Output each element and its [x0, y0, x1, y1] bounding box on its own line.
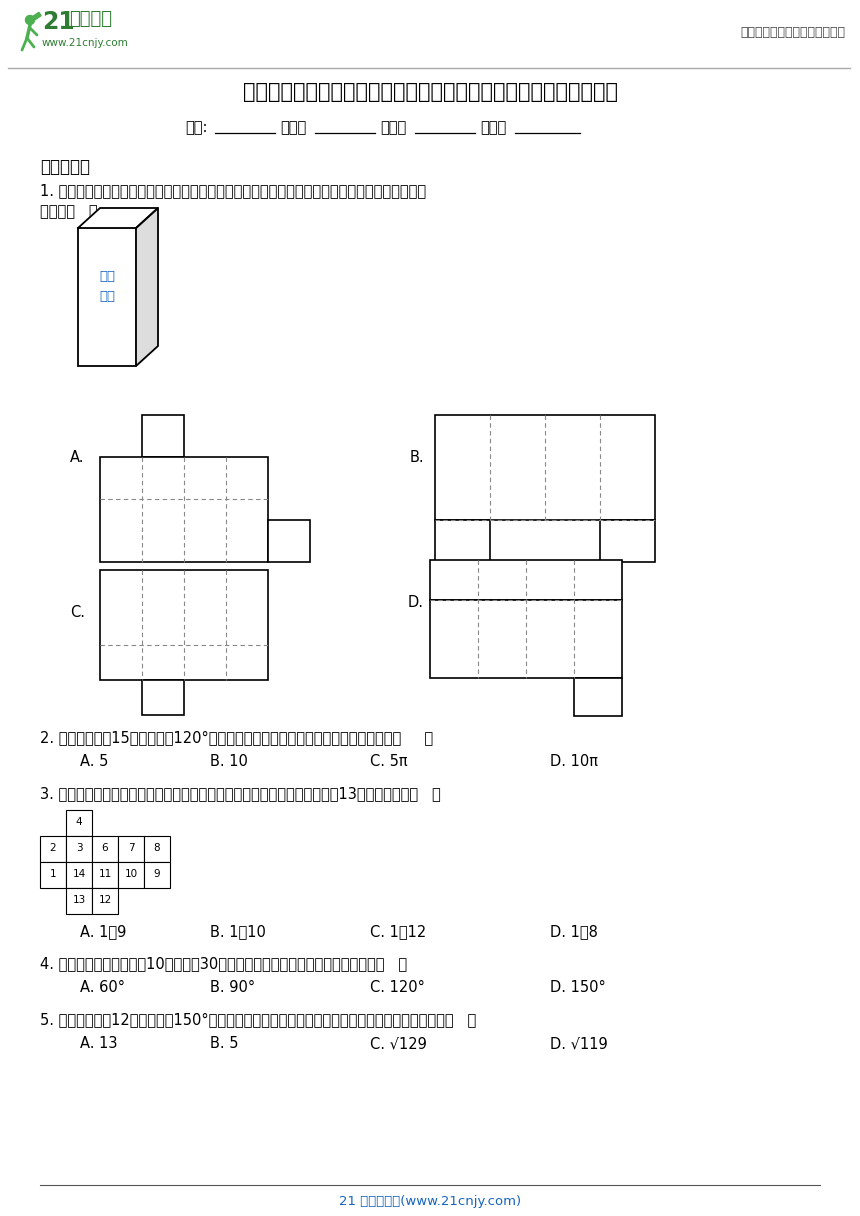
Text: 21: 21 — [42, 10, 75, 34]
Text: D. 1和8: D. 1和8 — [550, 924, 598, 939]
Text: 13: 13 — [72, 895, 86, 905]
Text: 7: 7 — [127, 843, 134, 852]
Text: 12: 12 — [98, 895, 112, 905]
Text: 一、单选题: 一、单选题 — [40, 158, 90, 176]
Bar — [144, 862, 170, 888]
Text: 4: 4 — [76, 817, 83, 827]
Bar — [40, 862, 66, 888]
Text: A. 60°: A. 60° — [80, 980, 125, 995]
Bar — [430, 599, 622, 679]
Text: 1: 1 — [50, 869, 56, 879]
Bar — [8, 5, 183, 63]
Text: 4. 一个圆锥的底面半径为10，母线长30，则它的侧面展开图（扇形）的圆心角是（   ）: 4. 一个圆锥的底面半径为10，母线长30，则它的侧面展开图（扇形）的圆心角是（… — [40, 956, 407, 972]
Text: B. 10: B. 10 — [210, 754, 248, 769]
Text: A.: A. — [70, 450, 84, 465]
Text: 世纪教育: 世纪教育 — [69, 10, 112, 28]
Text: 牛奶: 牛奶 — [99, 289, 115, 303]
Bar — [435, 520, 490, 562]
Bar — [66, 862, 92, 888]
Bar — [100, 457, 268, 562]
Text: A. 1和9: A. 1和9 — [80, 924, 126, 939]
Text: C. 1和12: C. 1和12 — [370, 924, 427, 939]
Bar — [66, 888, 92, 914]
Text: D. √119: D. √119 — [550, 1036, 608, 1051]
Bar — [92, 888, 118, 914]
Text: C. √129: C. √129 — [370, 1036, 427, 1051]
Text: B. 5: B. 5 — [210, 1036, 238, 1051]
Bar — [142, 680, 184, 715]
Text: 9: 9 — [154, 869, 160, 879]
Text: 8: 8 — [154, 843, 160, 852]
Bar — [144, 837, 170, 862]
Text: 可能是（   ）: 可能是（ ） — [40, 204, 98, 219]
Text: B.: B. — [410, 450, 425, 465]
Ellipse shape — [26, 16, 34, 24]
Text: 考号：: 考号： — [480, 120, 507, 135]
Bar — [574, 679, 622, 716]
Text: A. 5: A. 5 — [80, 754, 108, 769]
Bar — [78, 229, 136, 366]
Bar — [268, 520, 310, 562]
Bar — [435, 415, 655, 520]
Text: 3. 如图是某正方体的展开图，在顶点处标有数字，当把它折成正方体时，与13重合的数字是（   ）: 3. 如图是某正方体的展开图，在顶点处标有数字，当把它折成正方体时，与13重合的… — [40, 786, 440, 801]
Bar — [430, 561, 622, 599]
Bar — [100, 570, 268, 680]
Text: 11: 11 — [98, 869, 112, 879]
Text: 1. 将如图所示的长方体牛奶包装盒沿某些棱剪开，且使六个面连在一起，然后铺平，则得到的图形: 1. 将如图所示的长方体牛奶包装盒沿某些棱剪开，且使六个面连在一起，然后铺平，则… — [40, 182, 426, 198]
Text: B. 90°: B. 90° — [210, 980, 255, 995]
Polygon shape — [136, 208, 158, 366]
Bar — [600, 520, 655, 562]
Text: www.21cnjy.com: www.21cnjy.com — [42, 38, 129, 47]
Bar — [66, 810, 92, 837]
Polygon shape — [78, 208, 158, 229]
Text: 21 世纪教育网(www.21cnjy.com): 21 世纪教育网(www.21cnjy.com) — [339, 1195, 521, 1207]
Text: B. 1和10: B. 1和10 — [210, 924, 266, 939]
Text: C. 5π: C. 5π — [370, 754, 408, 769]
Bar — [142, 415, 184, 457]
Text: 中小学教育资源及组卷应用平台: 中小学教育资源及组卷应用平台 — [740, 26, 845, 39]
FancyArrow shape — [33, 12, 41, 19]
Bar — [92, 862, 118, 888]
Text: 学校:: 学校: — [185, 120, 207, 135]
Text: D. 10π: D. 10π — [550, 754, 598, 769]
Bar — [118, 837, 144, 862]
Text: 5. 把一个半径为12，圆心角为150°的扇形围成一个圆锥（接缝处不重叠），那么这个圆锥的高是（   ）: 5. 把一个半径为12，圆心角为150°的扇形围成一个圆锥（接缝处不重叠），那么… — [40, 1012, 476, 1028]
Bar — [92, 837, 118, 862]
Text: 2: 2 — [50, 843, 56, 852]
Text: 高钙: 高钙 — [99, 270, 115, 283]
Text: 10: 10 — [125, 869, 138, 879]
Text: 14: 14 — [72, 869, 86, 879]
Text: 姓名：: 姓名： — [280, 120, 306, 135]
Text: 青岛版数学九年级下册第七章空间图形的初步认识期末章节基础练习: 青岛版数学九年级下册第七章空间图形的初步认识期末章节基础练习 — [243, 81, 617, 102]
Text: 2. 用一个半径为15、圆心角为120°的扇形围成一个圆锥，则这个圆锥的底面半径是（     ）: 2. 用一个半径为15、圆心角为120°的扇形围成一个圆锥，则这个圆锥的底面半径… — [40, 730, 433, 745]
Text: 6: 6 — [101, 843, 108, 852]
Bar — [66, 837, 92, 862]
Text: D.: D. — [408, 595, 424, 610]
Text: 3: 3 — [76, 843, 83, 852]
Bar — [118, 862, 144, 888]
Text: C. 120°: C. 120° — [370, 980, 425, 995]
Text: C.: C. — [70, 606, 85, 620]
Text: D. 150°: D. 150° — [550, 980, 605, 995]
Text: 班级：: 班级： — [380, 120, 406, 135]
Bar — [40, 837, 66, 862]
Text: A. 13: A. 13 — [80, 1036, 118, 1051]
